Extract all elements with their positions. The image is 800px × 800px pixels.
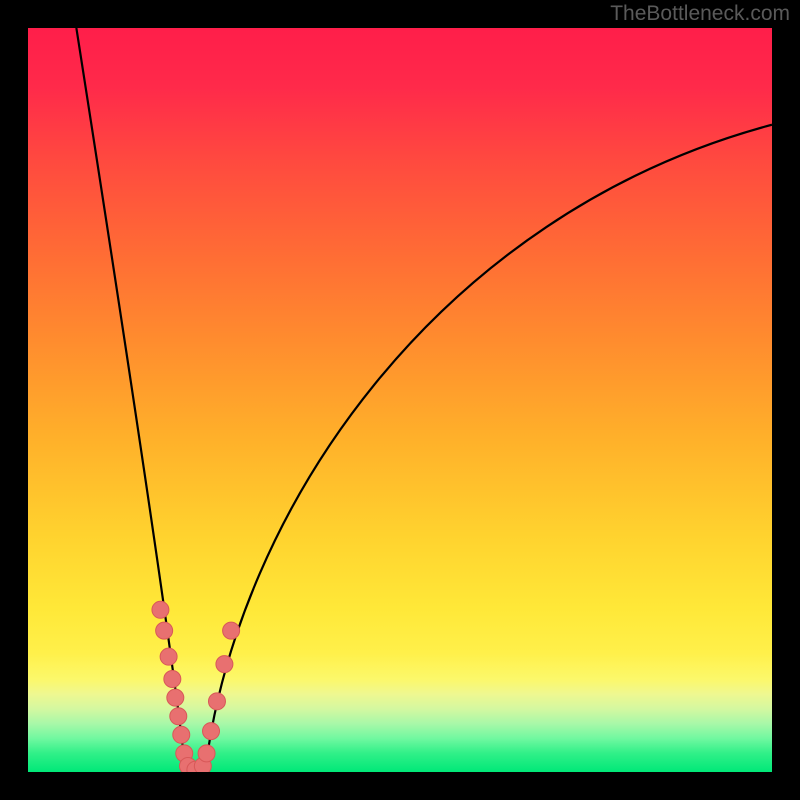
curve-right	[205, 125, 772, 772]
marker-point	[203, 723, 220, 740]
marker-point	[156, 622, 173, 639]
marker-point	[208, 693, 225, 710]
markers-group	[152, 601, 240, 772]
marker-point	[170, 708, 187, 725]
bottleneck-chart-svg	[28, 28, 772, 772]
marker-point	[160, 648, 177, 665]
watermark-label: TheBottleneck.com	[610, 2, 790, 26]
marker-point	[198, 745, 215, 762]
marker-point	[173, 726, 190, 743]
marker-point	[167, 689, 184, 706]
marker-point	[152, 601, 169, 618]
marker-point	[216, 656, 233, 673]
marker-point	[164, 671, 181, 688]
marker-point	[223, 622, 240, 639]
chart-plot-area	[28, 28, 772, 772]
